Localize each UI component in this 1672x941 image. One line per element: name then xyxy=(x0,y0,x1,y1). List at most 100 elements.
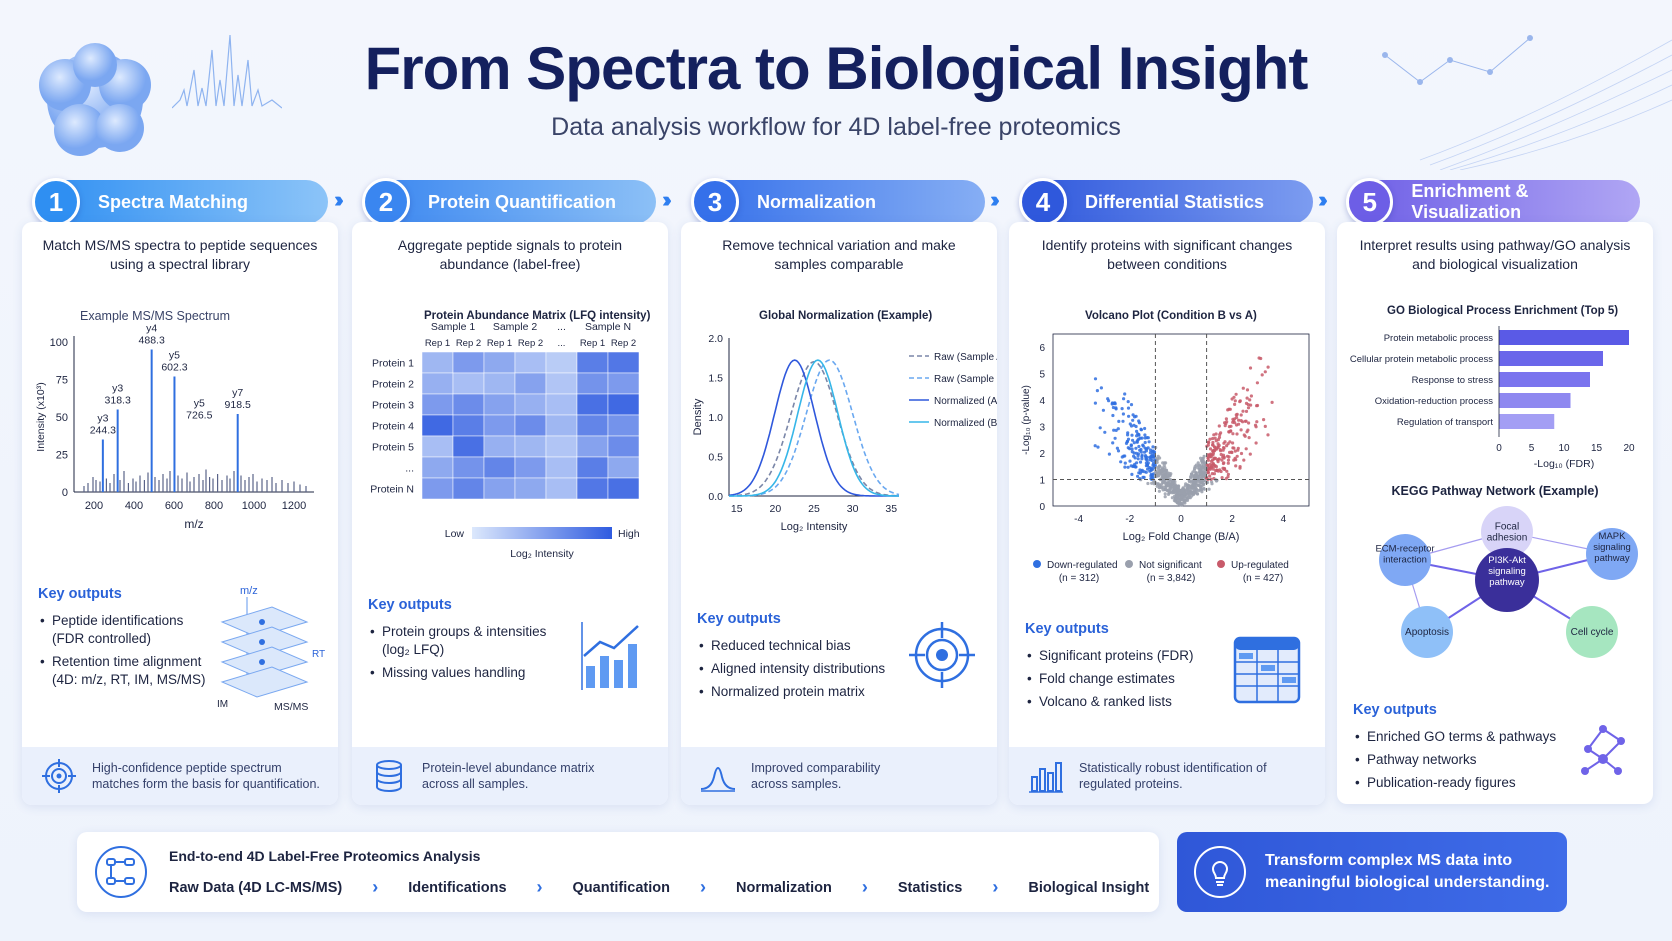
x-axis-label: Log₂ Intensity xyxy=(781,521,848,533)
volcano-point xyxy=(1241,409,1245,413)
volcano-point xyxy=(1220,458,1224,462)
volcano-point xyxy=(1262,418,1266,422)
volcano-point xyxy=(1233,449,1237,453)
volcano-point xyxy=(1193,484,1197,488)
volcano-point xyxy=(1224,417,1228,421)
heatmap-cell xyxy=(421,372,454,395)
volcano-point xyxy=(1200,490,1204,494)
volcano-point xyxy=(1139,450,1143,454)
volcano-point xyxy=(1226,472,1230,476)
volcano-point xyxy=(1184,488,1188,492)
y-tick-label: 100 xyxy=(50,337,68,349)
volcano-point xyxy=(1185,498,1190,502)
volcano-point xyxy=(1144,457,1148,461)
volcano-point xyxy=(1137,444,1141,449)
volcano-point xyxy=(1151,461,1156,465)
volcano-point xyxy=(1114,407,1118,411)
rep-label: Rep 2 xyxy=(611,338,636,349)
peak-ion-label: y3 xyxy=(97,413,108,425)
volcano-point xyxy=(1255,381,1259,385)
step-header-1: 1 Spectra Matching xyxy=(32,178,328,226)
heatmap-cell xyxy=(545,351,578,374)
volcano-point xyxy=(1131,418,1135,422)
volcano-point xyxy=(1195,492,1199,496)
volcano-point xyxy=(1169,472,1173,476)
x-tick-label: 400 xyxy=(125,500,143,512)
volcano-point xyxy=(1255,403,1260,408)
volcano-point xyxy=(1198,481,1202,485)
network-node-label: Apoptosis xyxy=(1405,627,1449,638)
volcano-point xyxy=(1223,440,1227,444)
volcano-point xyxy=(1214,456,1218,460)
distribution-icon xyxy=(700,767,736,792)
volcano-point xyxy=(1130,433,1134,437)
volcano-point xyxy=(1248,398,1252,402)
volcano-point xyxy=(1168,487,1173,491)
workflow-flow: Raw Data (4D LC-MS/MS) › Identifications ›… xyxy=(169,877,1149,898)
heatmap-cell xyxy=(421,435,454,458)
go-bar xyxy=(1499,372,1590,387)
heatmap-cell xyxy=(545,477,578,500)
volcano-point xyxy=(1107,399,1111,403)
volcano-point xyxy=(1217,435,1222,439)
y-tick-label: 5 xyxy=(1039,370,1045,381)
step-footer-text: Statistically robust identification of r… xyxy=(1079,761,1267,791)
heatmap-cell xyxy=(452,351,485,374)
volcano-point xyxy=(1171,480,1175,484)
peak-ion-label: y7 xyxy=(232,387,243,399)
key-output-item: Publication-ready figures xyxy=(1355,774,1565,792)
volcano-point xyxy=(1226,458,1231,462)
volcano-point xyxy=(1231,446,1235,450)
step-description: Interpret results using pathway/GO analy… xyxy=(1359,237,1631,272)
volcano-point xyxy=(1157,465,1161,469)
volcano-point xyxy=(1177,501,1181,506)
heatmap-cell xyxy=(421,351,454,374)
volcano-point xyxy=(1160,477,1164,481)
key-output-item: Aligned intensity distributions xyxy=(699,660,899,678)
volcano-point xyxy=(1217,424,1221,428)
heatmap-cell xyxy=(576,456,609,479)
volcano-point xyxy=(1244,419,1248,423)
volcano-point xyxy=(1137,437,1141,441)
heatmap-cell xyxy=(545,456,578,479)
volcano-point xyxy=(1167,474,1171,478)
step-number: 3 xyxy=(691,178,739,226)
network-title: KEGG Pathway Network (Example) xyxy=(1391,484,1599,498)
volcano-point xyxy=(1220,476,1224,480)
volcano-point xyxy=(1152,464,1156,468)
density-curve xyxy=(729,359,900,497)
x-tick-label: 25 xyxy=(808,503,820,515)
volcano-point xyxy=(1130,450,1134,454)
volcano-point xyxy=(1224,421,1228,426)
peak-mz-label: 602.3 xyxy=(161,362,187,374)
volcano-point xyxy=(1153,458,1157,462)
volcano-point xyxy=(1233,402,1237,406)
volcano-point xyxy=(1247,421,1251,425)
volcano-point xyxy=(1126,437,1131,441)
key-output-item: Missing values handling xyxy=(370,664,550,682)
volcano-point xyxy=(1230,397,1234,401)
volcano-point xyxy=(1112,428,1116,432)
network-center-label: PI3K-Akt signaling pathway xyxy=(1488,555,1526,588)
volcano-point xyxy=(1235,454,1239,458)
x-tick-label: 1200 xyxy=(282,500,306,512)
step-footer: Protein-level abundance matrix across al… xyxy=(352,747,668,805)
sample-label: ... xyxy=(557,321,566,333)
workflow-icon xyxy=(95,846,147,898)
step-title: Normalization xyxy=(757,191,877,212)
flow-step: Statistics xyxy=(897,879,963,896)
sample-label: Sample 1 xyxy=(431,321,476,333)
go-bar xyxy=(1499,330,1629,345)
heatmap-cell xyxy=(545,435,578,458)
key-output-item: Protein groups & intensities (log₂ LFQ) xyxy=(370,623,550,659)
msms-spectrum-chart: Example MS/MS Spectrum 0 25 50 75 100 200 400 6… xyxy=(35,309,314,531)
volcano-point xyxy=(1179,494,1184,499)
volcano-point xyxy=(1173,489,1177,494)
chart-title: Volcano Plot (Condition B vs A) xyxy=(1085,310,1257,322)
plot-frame xyxy=(1052,333,1310,507)
peak-mz-label: 488.3 xyxy=(139,335,165,347)
key-output-item: Reduced technical bias xyxy=(699,637,899,655)
volcano-point xyxy=(1234,392,1238,396)
kegg-network: Focal adhesion MAPK signaling pathway Cell … xyxy=(1375,506,1638,658)
chevron-right-icon: ››› xyxy=(334,187,344,212)
